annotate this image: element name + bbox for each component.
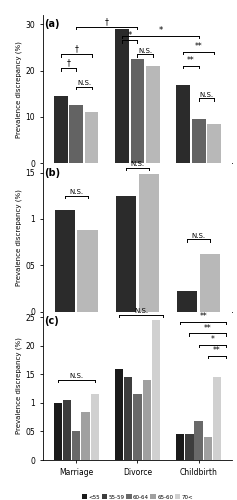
- Text: **: **: [187, 56, 195, 65]
- Bar: [116, 196, 136, 312]
- Bar: [176, 434, 184, 460]
- Bar: [139, 174, 159, 312]
- Bar: [54, 403, 62, 460]
- Y-axis label: Prevalence discrepancy (%): Prevalence discrepancy (%): [16, 338, 23, 434]
- Bar: [204, 437, 212, 460]
- Bar: [177, 292, 197, 312]
- Bar: [177, 84, 190, 164]
- Bar: [207, 124, 221, 164]
- Text: N.S.: N.S.: [69, 189, 83, 195]
- Bar: [77, 230, 98, 312]
- Text: N.S.: N.S.: [69, 374, 83, 380]
- Y-axis label: Prevalence discrepancy (%): Prevalence discrepancy (%): [16, 40, 23, 138]
- Bar: [213, 378, 221, 460]
- Bar: [142, 380, 151, 460]
- Text: (c): (c): [45, 316, 59, 326]
- Bar: [195, 421, 203, 460]
- Text: †: †: [67, 58, 71, 68]
- Bar: [131, 59, 144, 164]
- Text: N.S.: N.S.: [191, 232, 206, 238]
- Bar: [124, 378, 132, 460]
- Bar: [192, 120, 205, 164]
- Bar: [91, 394, 99, 460]
- Text: N.S.: N.S.: [134, 308, 148, 314]
- Text: *: *: [210, 335, 214, 344]
- Bar: [54, 96, 68, 164]
- Bar: [115, 368, 123, 460]
- Bar: [133, 394, 141, 460]
- Bar: [72, 432, 80, 460]
- Text: N.S.: N.S.: [138, 48, 152, 54]
- Y-axis label: Prevalence discrepancy (%): Prevalence discrepancy (%): [16, 189, 23, 286]
- Text: N.S.: N.S.: [130, 161, 145, 167]
- Text: *: *: [128, 31, 132, 40]
- Bar: [55, 210, 75, 312]
- Text: (b): (b): [45, 168, 61, 178]
- Bar: [200, 254, 220, 312]
- Text: **: **: [204, 324, 212, 332]
- Text: **: **: [199, 312, 207, 321]
- Bar: [85, 112, 98, 164]
- Text: (a): (a): [45, 20, 60, 30]
- Bar: [63, 400, 71, 460]
- Text: **: **: [195, 42, 202, 51]
- Bar: [146, 66, 160, 164]
- Legend: Primary or less, Secondary, Tertiary: Primary or less, Secondary, Tertiary: [66, 340, 209, 350]
- Text: **: **: [213, 346, 221, 356]
- Text: *: *: [158, 26, 163, 35]
- Bar: [115, 29, 129, 164]
- Text: N.S.: N.S.: [199, 92, 213, 98]
- Text: N.S.: N.S.: [77, 80, 91, 86]
- Bar: [69, 106, 83, 164]
- Text: †: †: [74, 44, 78, 54]
- Legend: Primary or less, Secondary, Tertiary: Primary or less, Secondary, Tertiary: [66, 191, 209, 202]
- Legend: <55, 55-59, 60-64, 65-60, 70<: <55, 55-59, 60-64, 65-60, 70<: [80, 492, 195, 500]
- Text: †: †: [105, 17, 109, 26]
- Bar: [185, 434, 194, 460]
- Bar: [152, 320, 160, 460]
- Bar: [81, 412, 90, 460]
